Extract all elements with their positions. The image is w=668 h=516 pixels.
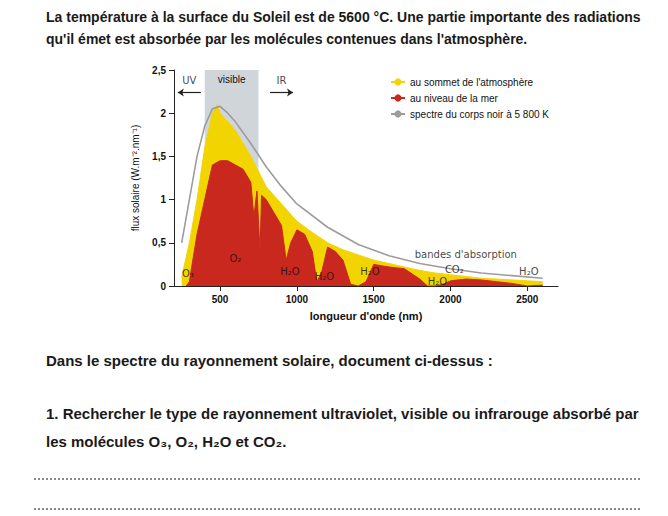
html-text:La température à la surface du: La température à la surface du Soleil es…: [46, 9, 641, 47]
svg-text:H₂O: H₂O: [360, 266, 380, 277]
svg-text:H₂O: H₂O: [428, 276, 448, 287]
svg-text:0: 0: [160, 281, 166, 292]
svg-text:UV: UV: [182, 75, 196, 86]
svg-text:H₂O: H₂O: [280, 266, 300, 277]
svg-text:CO₂: CO₂: [445, 264, 464, 275]
svg-text:flux solaire (W.m⁻².nm⁻¹): flux solaire (W.m⁻².nm⁻¹): [130, 125, 141, 232]
svg-text:longueur d'onde (nm): longueur d'onde (nm): [310, 310, 423, 322]
svg-text:O₃: O₃: [182, 268, 194, 279]
svg-text:IR: IR: [277, 75, 287, 86]
svg-text:H₂O: H₂O: [315, 271, 335, 282]
svg-text:bandes d'absorption: bandes d'absorption: [415, 249, 517, 260]
svg-text:1500: 1500: [363, 294, 386, 305]
svg-text:0,5: 0,5: [152, 237, 166, 248]
svg-text:1,5: 1,5: [152, 151, 166, 162]
html-text:Dans le spectre du rayonnement: Dans le spectre du rayonnement solaire, …: [46, 352, 493, 369]
svg-text:2000: 2000: [439, 294, 462, 305]
svg-text:500: 500: [212, 294, 229, 305]
svg-text:2,5: 2,5: [152, 65, 166, 76]
svg-text:2: 2: [160, 108, 166, 119]
svg-text:visible: visible: [218, 74, 246, 85]
svg-text:au sommet de l'atmosphère: au sommet de l'atmosphère: [410, 77, 534, 88]
svg-text:1000: 1000: [286, 294, 309, 305]
svg-text:spectre du corps noir à 5 800: spectre du corps noir à 5 800 K: [410, 109, 549, 120]
html-text:1. Rechercher le type de rayon: 1. Rechercher le type de rayonnement ult…: [46, 405, 639, 450]
svg-text:1: 1: [160, 194, 166, 205]
svg-text:H₂O: H₂O: [519, 266, 539, 277]
svg-text:2500: 2500: [516, 294, 539, 305]
svg-text:O₂: O₂: [229, 253, 241, 264]
svg-text:au niveau de la mer: au niveau de la mer: [410, 93, 499, 104]
